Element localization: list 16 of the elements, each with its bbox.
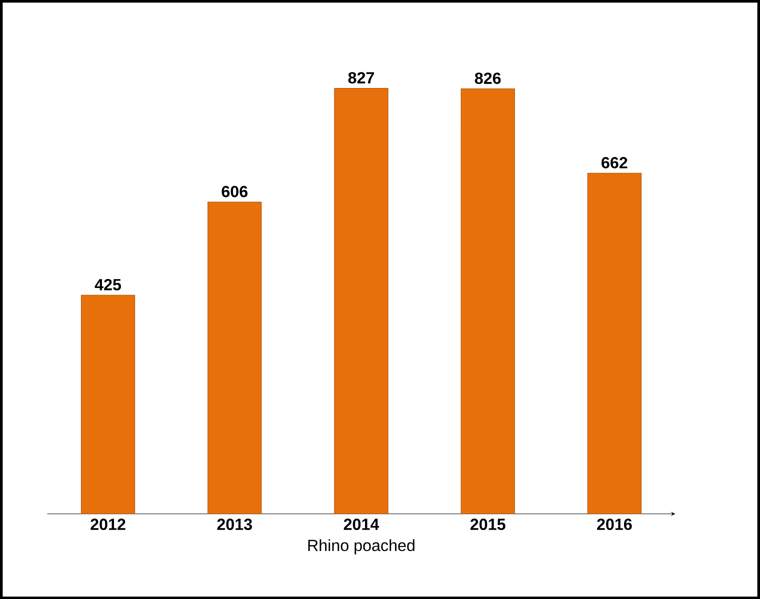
data-label: 425 [94,278,122,290]
bar [334,88,388,514]
x-tick-label: 2014 [344,518,380,530]
x-tick-label: 2013 [217,518,252,530]
data-label: 606 [222,186,248,198]
bar [208,202,262,514]
bar [460,88,515,514]
bar [80,294,136,514]
x-tick-label: 2012 [90,518,126,530]
bar [587,172,642,514]
data-label: 826 [474,72,501,84]
x-tick-label: 2015 [470,518,506,530]
data-label: 662 [602,156,628,168]
x-axis-title: Rhino poached [308,539,414,554]
data-label: 827 [348,72,374,84]
x-tick-label: 2016 [597,518,632,530]
